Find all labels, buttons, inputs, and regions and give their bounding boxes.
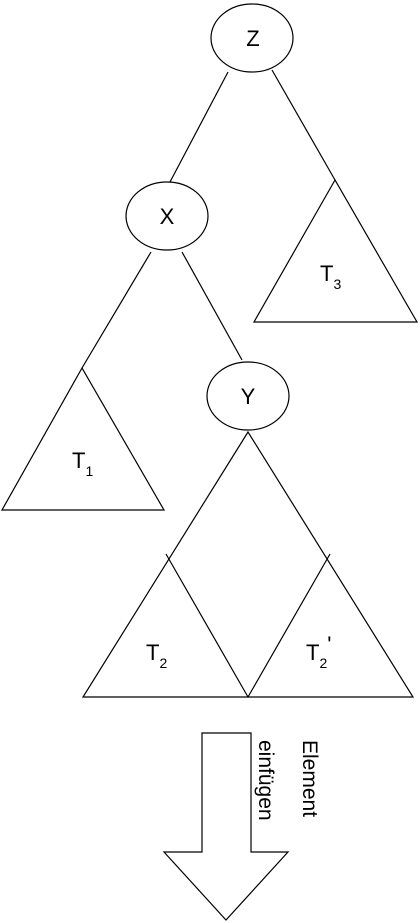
subtree-t2-prime-sub: 2 [319, 655, 327, 671]
subtree-t2-prime-suffix: ' [327, 632, 331, 657]
arrow-label-element: Element [298, 740, 321, 817]
subtree-t2-sub: 2 [159, 655, 167, 671]
subtree-y-outline [81, 430, 415, 698]
subtree-t2-inner-edge [165, 553, 249, 698]
arrow-label-einfuegen: einfügen [254, 740, 277, 821]
node-y-label: Y [241, 384, 256, 409]
edge-z-x [169, 71, 229, 183]
subtree-t1-base: T [72, 448, 85, 473]
subtree-t1-triangle [0, 366, 166, 511]
subtree-t2-label: T2 [146, 640, 167, 671]
node-x-label: X [160, 204, 175, 229]
subtree-t2-prime-label: T2' [306, 632, 331, 671]
insert-down-arrow [162, 732, 290, 921]
subtree-t3-base: T [320, 261, 333, 286]
node-y-circle [206, 361, 290, 431]
edge-z-t3 [271, 69, 336, 181]
subtree-t2-prime-base: T [306, 640, 319, 665]
subtree-t1-sub: 1 [85, 463, 93, 479]
node-z: Z [210, 3, 294, 73]
edge-x-y [181, 251, 243, 361]
node-y: Y [206, 361, 290, 431]
edge-x-t1 [81, 251, 152, 369]
subtree-t3-triangle [252, 178, 419, 323]
subtree-t2-base: T [146, 640, 159, 665]
subtree-t2-prime-inner-edge [247, 553, 331, 698]
node-z-label: Z [246, 26, 259, 51]
subtree-t1-label: T1 [72, 448, 93, 479]
node-x-circle [125, 181, 209, 251]
subtree-t3-sub: 3 [333, 276, 341, 292]
node-z-circle [210, 3, 294, 73]
subtree-t3-label: T3 [320, 261, 341, 292]
node-x: X [125, 181, 209, 251]
